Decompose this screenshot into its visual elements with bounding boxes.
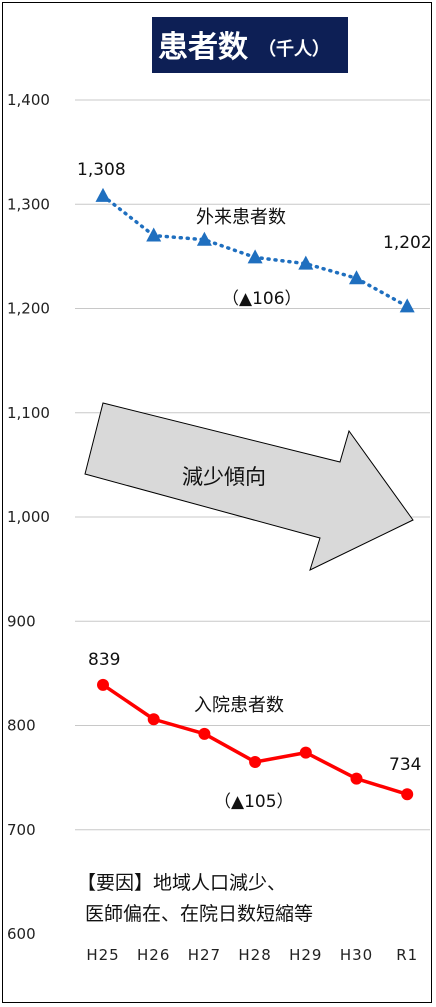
outpatient-point (196, 231, 212, 246)
outpatient-first-label: 1,308 (77, 160, 126, 180)
decrease-trend-arrow (84, 402, 414, 571)
inpatient-change: （▲105） (214, 792, 294, 812)
inpatient-point (249, 755, 262, 768)
x-tick-label: H26 (137, 946, 170, 964)
outpatient-point (95, 187, 111, 202)
x-tick-label: H30 (340, 946, 373, 964)
inpatient-point (147, 713, 160, 726)
x-tick-label: H29 (289, 946, 322, 964)
x-tick-label: R1 (396, 946, 418, 964)
inpatient-point (401, 788, 414, 801)
outpatient-point (349, 270, 364, 285)
x-tick-label: H27 (188, 946, 221, 964)
inpatient-series-name: 入院患者数 (194, 695, 284, 716)
y-tick-label: 900 (7, 612, 36, 630)
outpatient-last-label: 1,202 (383, 233, 432, 253)
x-tick-label: H28 (238, 946, 271, 964)
inpatient-first-label: 839 (88, 650, 120, 670)
trend-arrow-label: 減少傾向 (182, 465, 266, 489)
inpatient-point (350, 772, 363, 785)
inpatient-point (97, 678, 109, 691)
y-tick-label: 1,400 (7, 91, 50, 109)
inpatient-point (299, 746, 312, 759)
note-line-2: 医師偏在、在院日数短縮等 (85, 903, 313, 925)
outpatient-point (146, 227, 162, 242)
y-tick-label: 1,200 (7, 300, 50, 318)
outpatient-series-name: 外来患者数 (196, 207, 286, 228)
outpatient-point (247, 249, 263, 264)
y-tick-label: 1,100 (7, 404, 50, 422)
series-layer (95, 187, 415, 801)
y-tick-label: 600 (7, 925, 36, 943)
x-tick-label: H25 (86, 946, 119, 964)
outpatient-point (298, 255, 314, 270)
y-axis-ticks: 1,400 1,300 1,200 1,100 1,000 900 800 700 600 (7, 91, 50, 943)
chart-title: 患者数 (158, 30, 249, 65)
y-tick-label: 700 (7, 821, 36, 839)
y-tick-label: 1,300 (7, 195, 50, 213)
title-box (152, 17, 348, 73)
outpatient-point (399, 298, 415, 313)
y-tick-label: 800 (7, 717, 36, 735)
chart-title-unit: （千人） (258, 39, 330, 60)
inpatient-last-label: 734 (389, 755, 421, 775)
outpatient-change: （▲106） (222, 289, 302, 309)
y-tick-label: 1,000 (7, 508, 50, 526)
x-axis-ticks: H25 H26 H27 H28 H29 H30 R1 (86, 946, 418, 964)
note-line-1: 【要因】地域人口減少、 (77, 872, 286, 894)
inpatient-point (198, 727, 211, 740)
